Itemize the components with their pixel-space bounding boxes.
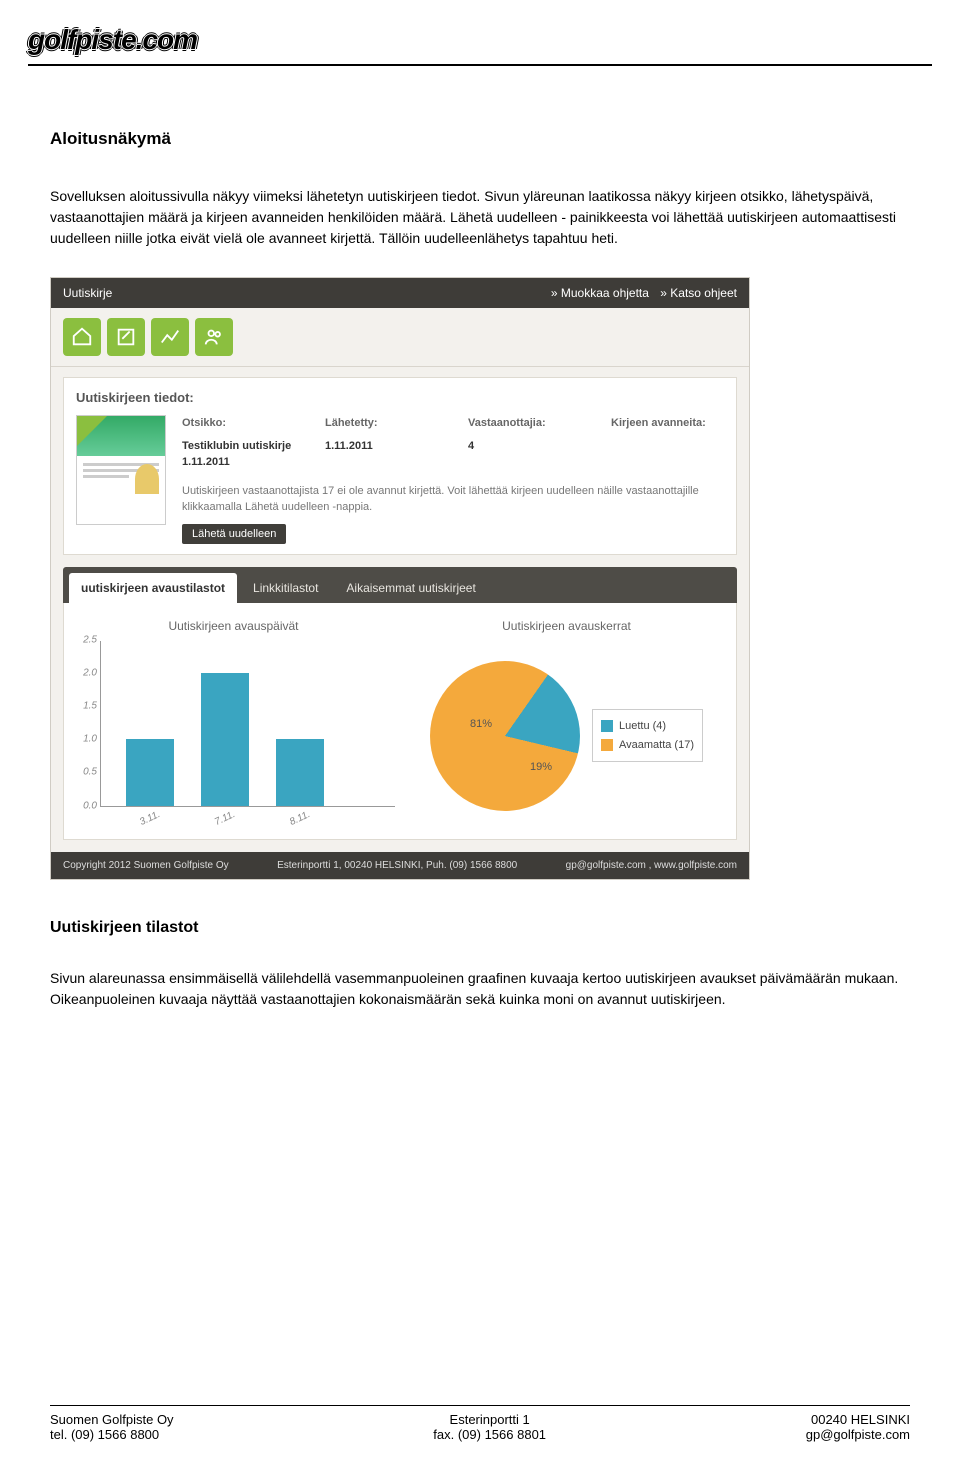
- nav-icon-row: [51, 308, 749, 367]
- embedded-screenshot: Uutiskirje » Muokkaa ohjetta » Katso ohj…: [50, 277, 750, 880]
- users-icon[interactable]: [195, 318, 233, 356]
- app-footer-left: Copyright 2012 Suomen Golfpiste Oy: [63, 858, 229, 873]
- pie-legend: Luettu (4) Avaamatta (17): [592, 709, 703, 762]
- bar: [201, 673, 249, 806]
- stats-paragraph: Sivun alareunassa ensimmäisellä välilehd…: [50, 968, 910, 1010]
- app-topbar: Uutiskirje » Muokkaa ohjetta » Katso ohj…: [51, 278, 749, 308]
- footer-address: Esterinportti 1: [433, 1412, 546, 1427]
- stats-icon[interactable]: [151, 318, 189, 356]
- bar-xtick: 7.11.: [200, 801, 250, 835]
- resend-button[interactable]: Lähetä uudelleen: [182, 524, 286, 544]
- legend-swatch: [601, 739, 613, 751]
- col-h-title: Otsikko:: [182, 415, 295, 432]
- bar-ytick: 1.5: [73, 698, 97, 713]
- charts-panel: Uutiskirjeen avauspäivät 0.0 0.5 1.0 1.5 2.0…: [63, 603, 737, 840]
- app-title: Uutiskirje: [63, 284, 112, 302]
- resend-note: Uutiskirjeen vastaanottajista 17 ei ole …: [182, 483, 724, 516]
- legend-swatch: [601, 720, 613, 732]
- col-h-recipients: Vastaanottajia:: [468, 415, 581, 432]
- footer-col-company: Suomen Golfpiste Oy tel. (09) 1566 8800: [50, 1412, 174, 1442]
- bar-ytick: 0.0: [73, 798, 97, 813]
- footer-city: 00240 HELSINKI: [806, 1412, 910, 1427]
- app-footer-mid: Esterinportti 1, 00240 HELSINKI, Puh. (0…: [277, 858, 517, 873]
- footer-email[interactable]: gp@golfpiste.com: [806, 1427, 910, 1442]
- pie-chart: 81% 19% Luettu (4) Avaamatta (17): [405, 641, 728, 831]
- footer-company: Suomen Golfpiste Oy: [50, 1412, 174, 1427]
- section-title-stats: Uutiskirjeen tilastot: [50, 916, 910, 940]
- info-columns: Otsikko: Lähetetty: Vastaanottajia: Kirj…: [182, 415, 724, 544]
- legend-row: Avaamatta (17): [601, 737, 694, 754]
- app-footer: Copyright 2012 Suomen Golfpiste Oy Ester…: [51, 852, 749, 879]
- app-topbar-links: » Muokkaa ohjetta » Katso ohjeet: [543, 284, 737, 302]
- tab-open-stats[interactable]: uutiskirjeen avaustilastot: [69, 573, 237, 603]
- newsletter-info-panel: Uutiskirjeen tiedot: Otsikko: Lähetetty:…: [63, 377, 737, 555]
- view-help-link[interactable]: » Katso ohjeet: [660, 286, 737, 300]
- page-footer: Suomen Golfpiste Oy tel. (09) 1566 8800 …: [0, 1405, 960, 1442]
- footer-rule: [50, 1405, 910, 1406]
- col-h-opened: Kirjeen avanneita:: [611, 415, 724, 432]
- edit-icon[interactable]: [107, 318, 145, 356]
- pie-label-large: 81%: [470, 716, 492, 733]
- home-icon[interactable]: [63, 318, 101, 356]
- bar: [276, 739, 324, 805]
- logo: golfpiste.com: [28, 24, 932, 56]
- col-h-sent: Lähetetty:: [325, 415, 438, 432]
- legend-row: Luettu (4): [601, 718, 694, 735]
- footer-col-address: Esterinportti 1 fax. (09) 1566 8801: [433, 1412, 546, 1442]
- tab-link-stats[interactable]: Linkkitilastot: [241, 573, 330, 603]
- app-footer-right: gp@golfpiste.com , www.golfpiste.com: [566, 858, 737, 873]
- bar-xtick: 8.11.: [275, 801, 325, 835]
- col-v-title: Testiklubin uutiskirje 1.11.2011: [182, 438, 295, 471]
- pie-chart-title: Uutiskirjeen avauskerrat: [405, 617, 728, 635]
- panel-title: Uutiskirjeen tiedot:: [76, 388, 724, 408]
- pie-label-small: 19%: [530, 759, 552, 776]
- footer-tel: tel. (09) 1566 8800: [50, 1427, 174, 1442]
- pie-chart-box: Uutiskirjeen avauskerrat 81% 19% Luettu (…: [405, 617, 728, 831]
- tabstrip: uutiskirjeen avaustilastot Linkkitilasto…: [63, 567, 737, 603]
- bar-ytick: 2.0: [73, 665, 97, 680]
- tab-previous[interactable]: Aikaisemmat uutiskirjeet: [334, 573, 487, 603]
- info-row: Otsikko: Lähetetty: Vastaanottajia: Kirj…: [76, 415, 724, 544]
- bar-ytick: 1.0: [73, 732, 97, 747]
- intro-paragraph: Sovelluksen aloitussivulla näkyy viimeks…: [50, 186, 910, 249]
- section-title-start: Aloitusnäkymä: [50, 126, 910, 152]
- bar-ytick: 0.5: [73, 765, 97, 780]
- footer-col-contact: 00240 HELSINKI gp@golfpiste.com: [806, 1412, 910, 1442]
- page-header: golfpiste.com: [0, 0, 960, 60]
- legend-label: Avaamatta (17): [619, 737, 694, 754]
- bar-chart-title: Uutiskirjeen avauspäivät: [72, 617, 395, 635]
- bar: [126, 739, 174, 805]
- page-content: Aloitusnäkymä Sovelluksen aloitussivulla…: [0, 66, 960, 1010]
- legend-label: Luettu (4): [619, 718, 666, 735]
- col-v-recipients: 4: [468, 438, 581, 471]
- bar-ytick: 2.5: [73, 632, 97, 647]
- newsletter-thumbnail[interactable]: [76, 415, 166, 525]
- bar-chart: 0.00.51.01.52.02.53.11.7.11.8.11.: [72, 641, 395, 831]
- edit-help-link[interactable]: » Muokkaa ohjetta: [551, 286, 649, 300]
- bar-chart-box: Uutiskirjeen avauspäivät 0.0 0.5 1.0 1.5 2.0…: [72, 617, 395, 831]
- footer-fax: fax. (09) 1566 8801: [433, 1427, 546, 1442]
- col-v-sent: 1.11.2011: [325, 438, 438, 471]
- bar-xtick: 3.11.: [125, 801, 175, 835]
- col-v-opened: [611, 438, 724, 471]
